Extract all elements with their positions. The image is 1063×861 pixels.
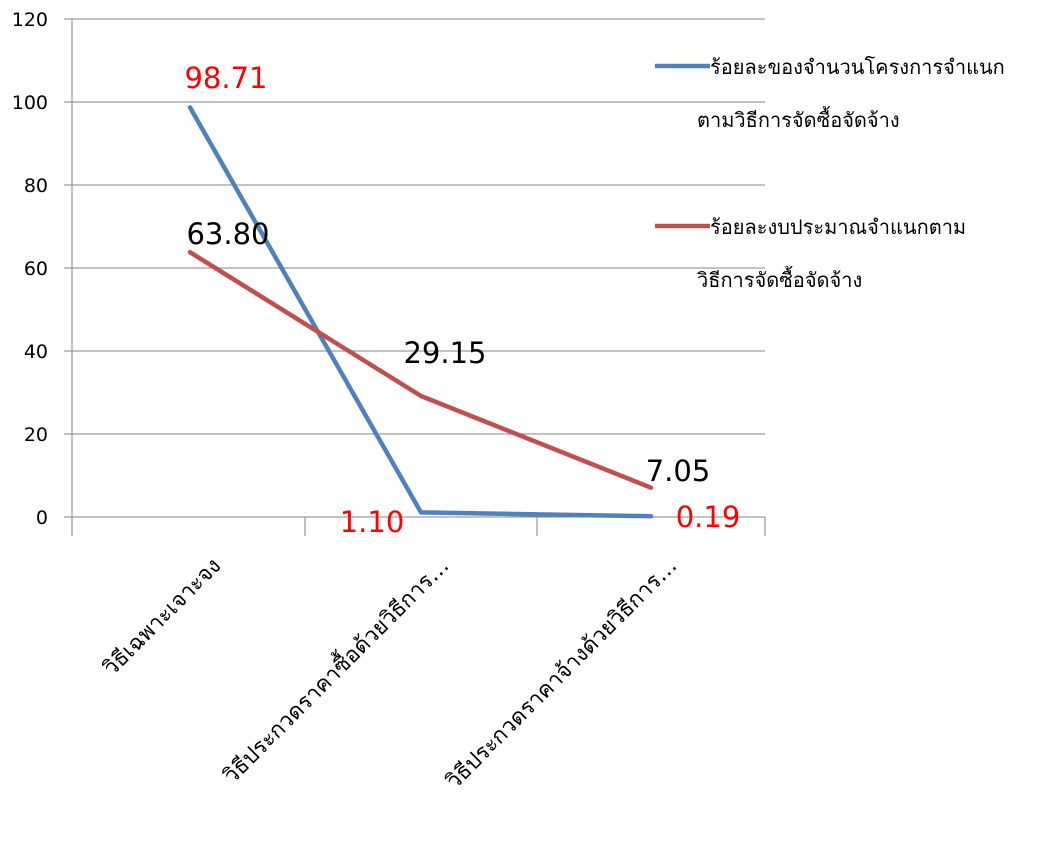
legend: ร้อยละของจำนวนโครงการจำแนกตามวิธีการจัดซ…: [655, 55, 1005, 292]
x-axis-category-labels: วิธีเฉพาะเจาะจงวิธีประกวดราคาซื้อด้วยวิธ…: [98, 551, 682, 795]
legend-label: ร้อยละงบประมาณจำแนกตาม: [710, 215, 966, 239]
y-axis-tick-labels: 0 20 40 60 80 100 120: [12, 9, 48, 529]
legend-label: ตามวิธีการจัดซื้อจัดจ้าง: [697, 106, 900, 132]
y-tick-label: 20: [24, 424, 48, 446]
y-tick-label: 40: [24, 341, 48, 363]
legend-label: ร้อยละของจำนวนโครงการจำแนก: [710, 55, 1005, 79]
y-tick-label: 0: [36, 507, 48, 529]
data-label: 1.10: [340, 505, 405, 539]
x-category-label: วิธีประกวดราคาจ้างด้วยวิธีการ…: [441, 554, 682, 795]
y-tick-label: 120: [12, 9, 48, 31]
x-category-label: วิธีประกวดราคาซื้อด้วยวิธีการ…: [216, 551, 454, 789]
data-label: 63.80: [186, 217, 269, 251]
gridlines: [64, 18, 765, 518]
data-label: 29.15: [403, 336, 486, 370]
data-labels: 98.71 1.10 0.19 63.80 29.15 7.05: [184, 61, 740, 539]
y-tick-label: 80: [24, 175, 48, 197]
series-lines: [187, 105, 654, 519]
series-line-2: [187, 249, 654, 490]
data-label: 7.05: [646, 454, 711, 488]
series-line-1: [187, 105, 654, 519]
data-label: 98.71: [184, 61, 267, 95]
data-label: 0.19: [676, 500, 741, 534]
x-category-label: วิธีเฉพาะเจาะจง: [98, 554, 226, 682]
legend-label: วิธีการจัดซื้อจัดจ้าง: [697, 266, 862, 292]
y-tick-label: 100: [12, 92, 48, 114]
y-tick-label: 60: [24, 258, 48, 280]
